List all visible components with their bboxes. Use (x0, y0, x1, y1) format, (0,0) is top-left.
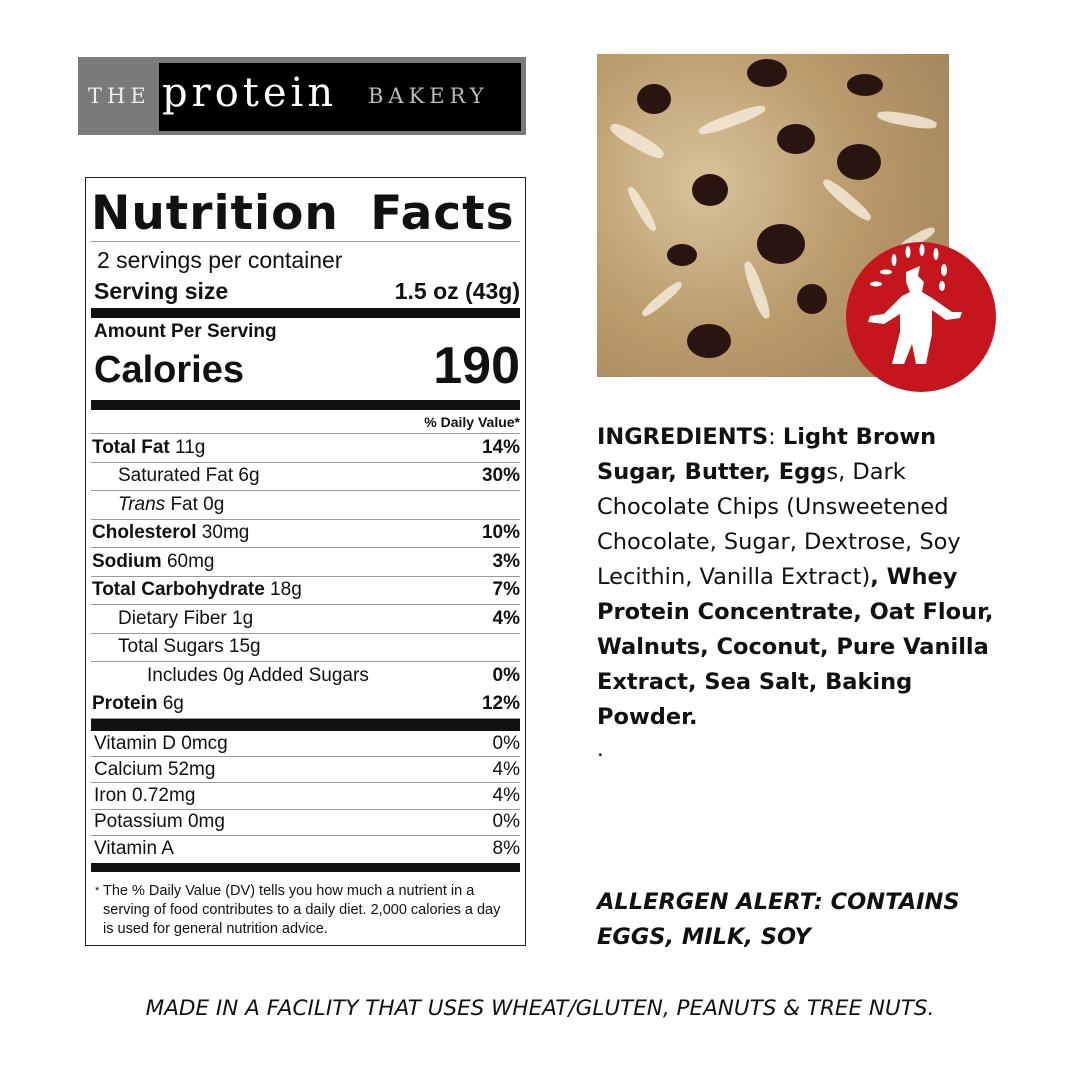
nutrient-row: Protein 6g 12% (91, 691, 520, 719)
nutrient-label: Total Fat 11g (92, 436, 206, 458)
nutrient-label: Saturated Fat 6g (118, 465, 260, 487)
nutrient-label: Total Sugars 15g (118, 636, 261, 658)
vitamin-label: Vitamin D 0mcg (94, 732, 228, 754)
nutrition-title: Nutrition Facts (91, 178, 520, 242)
chocolate-chip (777, 124, 815, 154)
serving-size-value: 1.5 oz (43g) (394, 278, 520, 304)
vitamin-dv: 8% (492, 837, 520, 859)
coconut-flake (697, 102, 767, 138)
vitamin-row: Iron 0.72mg 4% (91, 783, 520, 810)
dv-header: % Daily Value* (91, 410, 520, 434)
serving-size-row: Serving size 1.5 oz (43g) (91, 274, 520, 308)
chocolate-chip (637, 84, 671, 114)
nutrient-dv: 30% (481, 465, 520, 487)
calories-row: Calories 190 (91, 337, 520, 395)
vitamin-dv: 4% (492, 758, 520, 780)
ingredients-text: INGREDIENTS: Light Brown Sugar, Butter, … (597, 420, 1017, 735)
nutrition-facts-panel: Nutrition Facts 2 servings per container… (85, 177, 526, 946)
serving-size-label: Serving size (94, 278, 229, 304)
ingredients-segment: s, Dark Chocolate Chips (Unsweetened Cho… (597, 459, 961, 590)
nutrient-dv: 0% (492, 665, 520, 687)
chocolate-chip (797, 284, 827, 314)
amount-per-serving: Amount Per Serving (94, 321, 277, 342)
nutrient-row: Sodium 60mg 3% (91, 548, 520, 577)
vitamin-dv: 0% (492, 732, 520, 754)
nutrient-label: Dietary Fiber 1g (118, 607, 254, 629)
vitamin-row: Vitamin D 0mcg 0% (91, 731, 520, 758)
nutrient-dv: 14% (481, 436, 520, 458)
logo-protein: protein (162, 70, 338, 116)
ingredients-segment: : (768, 424, 783, 450)
calories-value: 190 (433, 337, 520, 395)
strongman-badge-icon (846, 242, 996, 392)
chocolate-chip (837, 144, 881, 180)
vitamin-row: Vitamin A 8% (91, 836, 520, 862)
allergen-alert: ALLERGEN ALERT: CONTAINS EGGS, MILK, SOY (597, 889, 960, 950)
chocolate-chip (692, 174, 728, 206)
vitamin-row: Calcium 52mg 4% (91, 757, 520, 784)
calories-label: Calories (94, 349, 244, 391)
coconut-flake (820, 176, 874, 224)
nutrient-row: Cholesterol 30mg 10% (91, 520, 520, 548)
vitamin-dv: 4% (492, 784, 520, 806)
separator-dot: . (597, 735, 604, 762)
vitamin-label: Calcium 52mg (94, 758, 216, 780)
chocolate-chip (747, 59, 787, 87)
coconut-flake (625, 184, 659, 234)
coconut-flake (607, 119, 667, 163)
logo-bakery: BAKERY (368, 84, 489, 108)
nutrient-dv: 7% (492, 579, 520, 601)
nutrient-dv: 12% (481, 693, 520, 715)
vitamin-dv: 0% (492, 811, 520, 833)
nutrient-dv: 10% (481, 522, 520, 544)
ingredients-segment: , Whey Protein Concentrate, Oat Flour, W… (597, 564, 994, 730)
footnote: * The % Daily Value (DV) tells you how m… (91, 872, 520, 939)
chocolate-chip (757, 224, 805, 264)
nutrient-row: Includes 0g Added Sugars 0% (91, 662, 520, 691)
nutrient-row: Saturated Fat 6g 30% (91, 463, 520, 491)
footnote-star: * (95, 884, 100, 897)
logo-the: THE (88, 84, 151, 108)
vitamin-label: Vitamin A (94, 837, 174, 859)
nutrient-dv: 3% (492, 550, 520, 572)
nutrient-label: Sodium 60mg (92, 550, 215, 572)
vitamin-label: Potassium 0mg (94, 811, 225, 833)
vitamin-row: Potassium 0mg 0% (91, 810, 520, 836)
nutrient-label: Includes 0g Added Sugars (147, 665, 369, 687)
coconut-flake (741, 259, 773, 321)
servings-per-container: 2 servings per container (97, 247, 343, 273)
nutrient-row: Total Fat 11g 14% (91, 434, 520, 463)
chocolate-chip (687, 324, 731, 358)
coconut-flake (876, 108, 938, 132)
ingredients-segment: Light Brown Sugar, Butter, Egg (597, 424, 937, 485)
nutrient-label: Total Carbohydrate 18g (92, 579, 302, 601)
coconut-flake (639, 279, 685, 319)
nutrient-label: Protein 6g (92, 693, 184, 715)
chocolate-chip (667, 244, 697, 266)
nutrient-row: Trans Fat 0g (91, 491, 520, 520)
nutrient-dv: 4% (492, 607, 520, 629)
facility-notice: MADE IN A FACILITY THAT USES WHEAT/GLUTE… (145, 996, 935, 1021)
vitamin-label: Iron 0.72mg (94, 784, 196, 806)
footnote-text: The % Daily Value (DV) tells you how muc… (103, 882, 501, 937)
nutrient-row: Total Carbohydrate 18g 7% (91, 577, 520, 605)
nutrient-label: Cholesterol 30mg (92, 522, 250, 544)
nutrient-label: Trans Fat 0g (118, 493, 225, 515)
nutrient-row: Dietary Fiber 1g 4% (91, 605, 520, 634)
brand-logo: THE protein BAKERY (78, 57, 526, 135)
ingredients-segment: INGREDIENTS (597, 424, 769, 450)
nutrient-row: Total Sugars 15g (91, 634, 520, 662)
chocolate-chip (847, 74, 883, 96)
